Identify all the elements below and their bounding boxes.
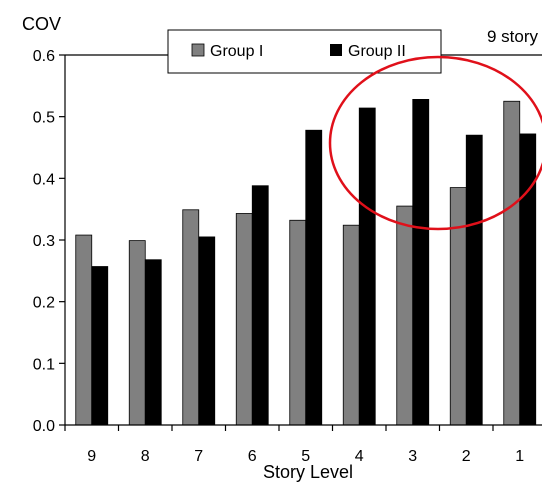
bar-group-i-6 xyxy=(235,213,253,426)
bar-group-i-8 xyxy=(128,240,146,426)
chart-annotation: 9 story xyxy=(487,27,539,46)
bar-group-i-1 xyxy=(503,100,521,426)
highlight-ellipse xyxy=(328,55,542,231)
bar-group-ii-4 xyxy=(358,107,376,426)
y-tick-label: 0.3 xyxy=(33,233,55,250)
legend: Group I Group II xyxy=(167,29,442,74)
x-tick-label: 5 xyxy=(301,448,310,465)
legend-swatch-group-ii xyxy=(330,44,342,56)
x-tick-label: 3 xyxy=(408,448,417,465)
y-tick-label: 0.4 xyxy=(33,171,55,188)
x-tick-label: 9 xyxy=(87,448,96,465)
y-tick-label: 0.6 xyxy=(33,48,55,65)
x-ticks: 9 8 7 6 5 4 3 2 1 xyxy=(64,425,524,465)
bar-group-i-9 xyxy=(75,234,93,426)
x-tick-label: 6 xyxy=(248,448,257,465)
x-tick-label: 7 xyxy=(194,448,203,465)
bar-group-ii-2 xyxy=(465,134,483,426)
x-axis-label: Story Level xyxy=(263,462,353,482)
bar-group-ii-7 xyxy=(198,236,216,426)
bar-group-ii-1 xyxy=(519,133,537,426)
x-tick-label: 4 xyxy=(355,448,364,465)
x-tick-label: 2 xyxy=(462,448,471,465)
bar-group-ii-8 xyxy=(144,259,162,426)
bar-group-i-7 xyxy=(182,209,200,426)
y-tick-label: 0.1 xyxy=(33,356,55,373)
y-ticks: 0.0 0.1 0.2 0.3 0.4 0.5 0.6 xyxy=(33,48,65,435)
bar-group-ii-3 xyxy=(412,99,430,426)
bar-group-i-2 xyxy=(449,187,467,426)
bar-group-i-3 xyxy=(396,205,414,426)
legend-label-group-i: Group I xyxy=(210,43,263,60)
legend-box xyxy=(167,29,442,74)
y-tick-label: 0.2 xyxy=(33,295,55,312)
bar-group-ii-9 xyxy=(91,266,109,426)
legend-swatch-group-i xyxy=(191,43,205,57)
legend-label-group-ii: Group II xyxy=(348,43,406,60)
y-tick-label: 0.0 xyxy=(33,418,55,435)
y-tick-label: 0.5 xyxy=(33,110,55,127)
bar-group-ii-6 xyxy=(251,185,269,426)
x-tick-label: 1 xyxy=(515,448,524,465)
bar-group-i-5 xyxy=(289,219,307,426)
bar-group-ii-5 xyxy=(305,129,323,426)
bar-group xyxy=(75,99,537,426)
x-tick-label: 8 xyxy=(141,448,150,465)
y-axis-label: COV xyxy=(22,14,61,34)
bar-group-i-4 xyxy=(342,224,360,426)
